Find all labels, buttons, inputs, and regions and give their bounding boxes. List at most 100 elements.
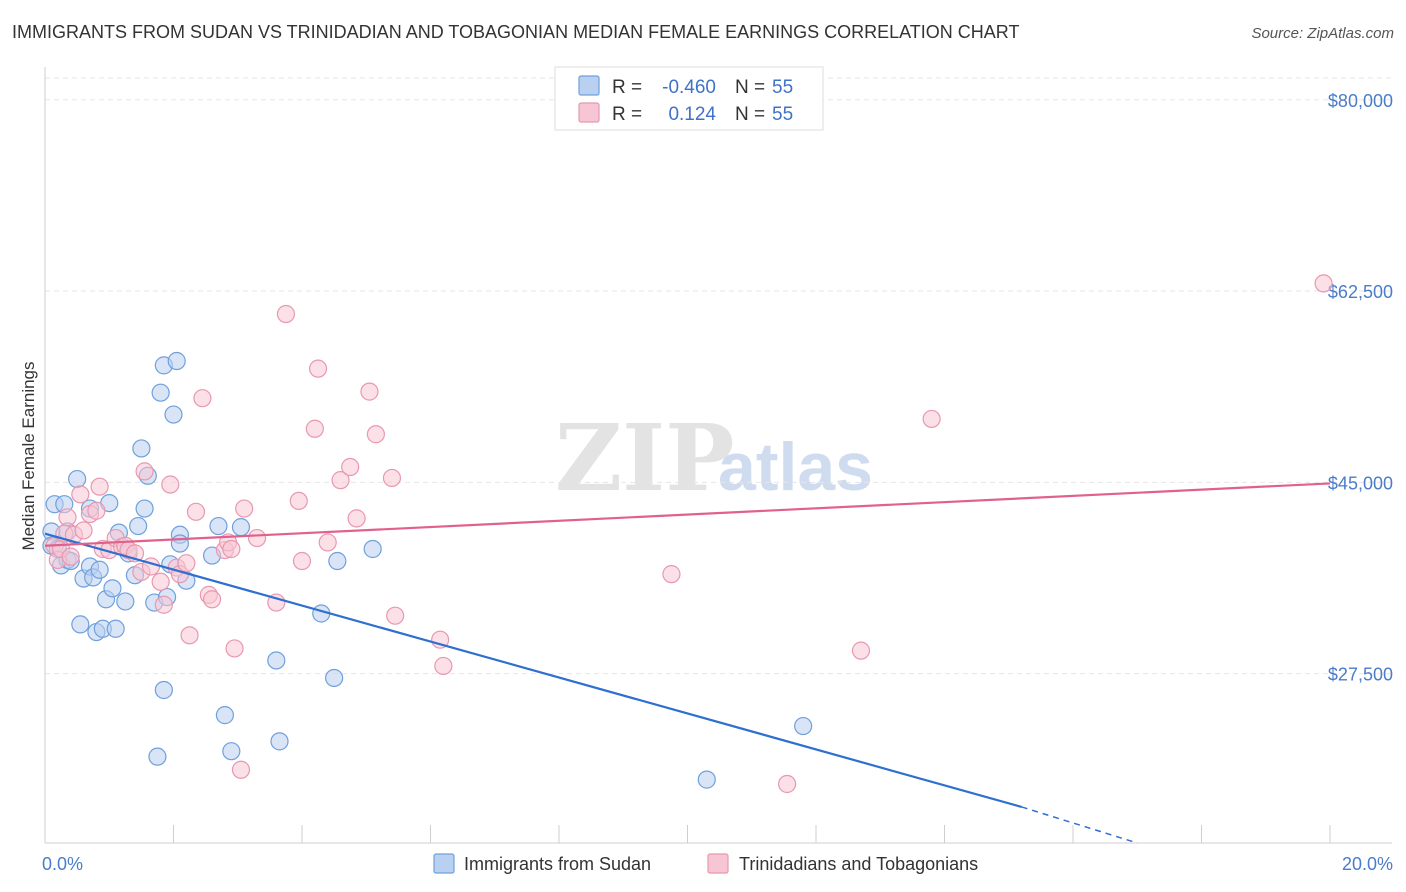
watermark: ZIP atlas xyxy=(555,404,873,512)
point-trinidad-29 xyxy=(186,502,206,521)
point-trinidad-8 xyxy=(74,521,93,540)
series-legend-label-sudan: Immigrants from Sudan xyxy=(464,854,651,874)
point-trinidad-43 xyxy=(292,551,312,571)
point-trinidad-11 xyxy=(90,477,109,496)
legend-r-value-sudan: -0.460 xyxy=(662,77,716,98)
legend-r-value-trinidad: 0.124 xyxy=(668,104,716,125)
point-sudan-54 xyxy=(794,716,813,736)
point-trinidad-38 xyxy=(235,499,254,518)
point-sudan-40 xyxy=(170,534,190,553)
point-trinidad-24 xyxy=(161,475,180,494)
legend-n-value-sudan: 55 xyxy=(772,77,793,98)
point-sudan-26 xyxy=(129,516,148,536)
point-trinidad-20 xyxy=(135,462,154,481)
point-sudan-37 xyxy=(164,405,183,424)
point-trinidad-32 xyxy=(202,590,222,609)
point-trinidad-42 xyxy=(289,491,308,511)
point-sudan-28 xyxy=(135,499,154,518)
point-sudan-50 xyxy=(325,668,344,688)
point-sudan-47 xyxy=(267,651,286,670)
grid-lines xyxy=(45,77,1392,675)
point-trinidad-37 xyxy=(231,760,251,779)
point-sudan-51 xyxy=(328,551,347,571)
watermark-atlas: atlas xyxy=(718,429,873,505)
axes xyxy=(44,67,1392,844)
point-trinidad-30 xyxy=(193,389,212,408)
point-sudan-16 xyxy=(90,560,109,579)
point-sudan-23 xyxy=(116,592,135,611)
series-legend-swatch-trinidad xyxy=(707,853,729,874)
point-trinidad-39 xyxy=(247,528,267,548)
point-sudan-52 xyxy=(363,539,382,559)
point-trinidad-58 xyxy=(851,641,871,660)
point-trinidad-57 xyxy=(777,774,797,794)
point-sudan-20 xyxy=(103,579,122,598)
legend-n-label-sudan: N = xyxy=(735,77,765,98)
point-trinidad-5 xyxy=(61,547,80,566)
point-sudan-27 xyxy=(132,439,151,458)
point-trinidad-10 xyxy=(87,501,106,520)
y-tick-label-3: $80,000 xyxy=(1328,91,1393,111)
chart-title: IMMIGRANTS FROM SUDAN VS TRINIDADIAN AND… xyxy=(12,22,1019,42)
point-sudan-43 xyxy=(209,516,228,536)
point-sudan-53 xyxy=(697,770,716,789)
point-trinidad-28 xyxy=(180,626,199,645)
point-trinidad-21 xyxy=(141,557,161,576)
y-tick-label-0: $27,500 xyxy=(1328,665,1393,685)
point-trinidad-46 xyxy=(318,533,337,552)
point-trinidad-22 xyxy=(151,572,170,591)
correlation-legend: R = -0.460 N = 55 R = 0.124 N = 55 xyxy=(554,66,824,131)
series-legend-swatch-sudan xyxy=(433,853,455,874)
point-sudan-31 xyxy=(148,747,167,766)
trend-line-sudan xyxy=(44,532,1022,808)
point-sudan-46 xyxy=(231,518,251,537)
point-sudan-32 xyxy=(151,383,170,402)
point-sudan-38 xyxy=(167,351,186,371)
y-tick-label-2: $62,500 xyxy=(1328,282,1393,302)
point-trinidad-35 xyxy=(222,539,241,559)
trend-line-trinidad xyxy=(44,482,1331,547)
point-trinidad-53 xyxy=(386,606,405,625)
point-trinidad-4 xyxy=(58,508,77,527)
trend-line-extension-sudan xyxy=(1021,806,1138,844)
watermark-zip: ZIP xyxy=(555,404,734,512)
legend-n-label-trinidad: N = xyxy=(735,104,765,125)
point-sudan-34 xyxy=(154,680,173,700)
point-sudan-21 xyxy=(106,619,125,638)
legend-box xyxy=(554,66,824,131)
chart-source: Source: ZipAtlas.com xyxy=(1251,25,1394,42)
trend-lines xyxy=(44,482,1331,844)
point-trinidad-49 xyxy=(347,509,366,528)
point-trinidad-45 xyxy=(308,359,328,378)
point-trinidad-23 xyxy=(154,595,173,614)
point-trinidad-27 xyxy=(177,554,196,573)
x-tick-labels: 0.0% 20.0% xyxy=(42,854,1393,874)
series-legend-label-trinidad: Trinidadians and Tobagonians xyxy=(739,854,978,874)
point-sudan-48 xyxy=(270,732,289,751)
point-trinidad-60 xyxy=(1314,274,1333,293)
legend-r-label-trinidad: R = xyxy=(612,104,642,125)
y-tick-labels: $27,500 $45,000 $62,500 $80,000 xyxy=(1328,91,1393,685)
legend-swatch-sudan xyxy=(578,75,600,96)
legend-r-label-sudan: R = xyxy=(612,77,642,98)
point-trinidad-44 xyxy=(305,419,324,438)
x-tick-label-1: 20.0% xyxy=(1342,854,1393,874)
point-trinidad-55 xyxy=(434,656,453,676)
point-trinidad-52 xyxy=(382,468,402,488)
point-trinidad-50 xyxy=(360,382,379,401)
legend-n-value-trinidad: 55 xyxy=(772,104,793,125)
point-sudan-45 xyxy=(222,742,241,761)
series-legend: Immigrants from Sudan Trinidadians and T… xyxy=(433,853,978,874)
point-trinidad-59 xyxy=(922,409,941,429)
point-sudan-10 xyxy=(71,615,90,634)
point-trinidad-51 xyxy=(366,425,385,444)
point-trinidad-47 xyxy=(331,471,350,490)
legend-swatch-trinidad xyxy=(578,102,600,123)
point-trinidad-56 xyxy=(662,565,681,584)
y-tick-label-1: $45,000 xyxy=(1328,473,1393,493)
point-sudan-44 xyxy=(215,706,234,725)
point-sudan-9 xyxy=(68,469,87,489)
point-trinidad-7 xyxy=(71,485,90,504)
